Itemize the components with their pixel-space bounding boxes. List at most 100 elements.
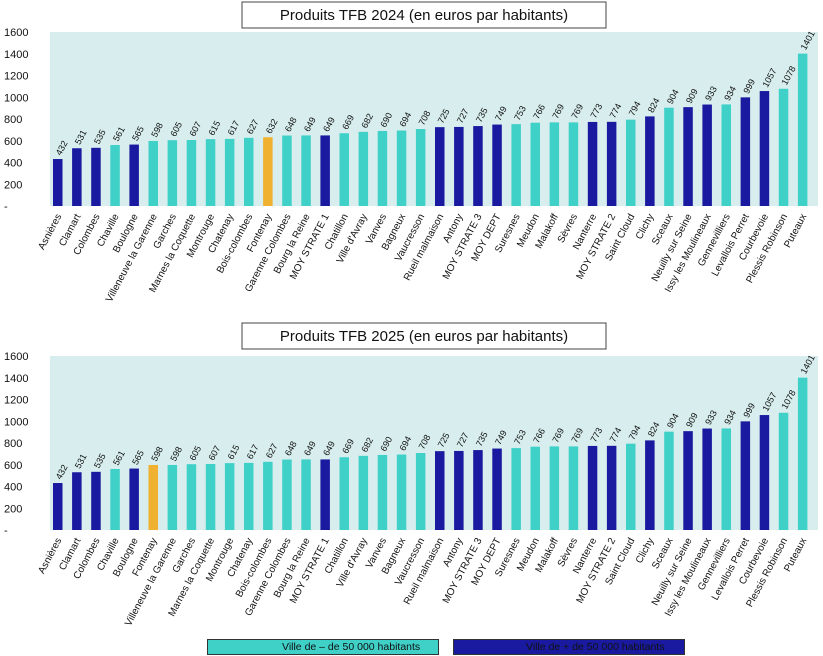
bar [626, 443, 636, 530]
bar [244, 137, 254, 206]
bar [568, 446, 579, 530]
bar [435, 127, 445, 206]
bar [91, 147, 101, 206]
legend-small-label: Ville de – de 50 000 habitants [282, 641, 421, 653]
bar [778, 412, 789, 530]
legend-large-city: Ville de + de 50 000 habitants [453, 638, 685, 656]
y-tick-label: 1600 [4, 351, 28, 363]
bar [549, 446, 560, 530]
bar [492, 124, 502, 206]
bar [320, 135, 330, 206]
bar [396, 454, 407, 530]
bar [53, 483, 63, 530]
y-tick-label: 600 [4, 460, 22, 472]
bar [797, 377, 808, 530]
chart-title: Produits TFB 2025 (en euros par habitant… [280, 328, 568, 345]
bar [740, 421, 751, 530]
bar [186, 139, 197, 206]
bar [454, 126, 464, 206]
bar [129, 468, 139, 530]
y-tick-label: 400 [4, 482, 22, 494]
bar [91, 471, 101, 530]
bar [339, 457, 349, 530]
bar [320, 459, 330, 530]
bar [129, 144, 139, 206]
bar [721, 428, 731, 530]
bar [263, 461, 273, 530]
chart-title-box [241, 1, 607, 29]
bar [664, 107, 674, 206]
bar [530, 446, 540, 530]
bar [339, 133, 349, 206]
bar [702, 428, 712, 530]
y-tick-label: - [4, 525, 8, 537]
x-tick-label: Asnières [36, 536, 64, 576]
bar [797, 53, 808, 206]
bar [473, 126, 483, 206]
bar [110, 144, 120, 206]
bar [740, 97, 751, 206]
bar [549, 122, 560, 206]
bar [759, 91, 770, 206]
bar [205, 139, 216, 206]
y-tick-label: 1600 [4, 27, 28, 39]
chart-title-box [241, 322, 607, 350]
bar [301, 459, 311, 530]
bar [645, 116, 655, 206]
bar [568, 122, 579, 206]
bar [224, 463, 235, 530]
y-tick-label: 800 [4, 114, 22, 126]
x-tick-label: Asnières [36, 212, 64, 252]
bar [282, 459, 292, 530]
legend-small-swatch [207, 639, 439, 655]
bar [263, 137, 273, 206]
bar [587, 121, 598, 206]
bar [72, 472, 82, 530]
chart-title: Produits TFB 2024 (en euros par habitant… [280, 7, 568, 24]
bar [377, 454, 388, 530]
bar [415, 453, 426, 530]
bar [244, 462, 254, 530]
bar [224, 138, 235, 206]
bar [626, 119, 636, 206]
bar [759, 415, 770, 530]
bar [435, 451, 445, 530]
y-tick-label: 200 [4, 179, 22, 191]
bar [148, 140, 158, 206]
y-tick-label: 1200 [4, 395, 28, 407]
bar [530, 122, 540, 206]
y-tick-label: 1200 [4, 71, 28, 83]
bar [396, 130, 407, 206]
bar [683, 431, 693, 530]
legend-large-swatch [453, 639, 685, 655]
bar [702, 104, 712, 206]
bar [148, 464, 158, 530]
bar [358, 455, 369, 530]
bar [778, 88, 789, 206]
bar [53, 159, 63, 206]
y-tick-label: 400 [4, 158, 22, 170]
bar [167, 140, 178, 206]
bar [587, 445, 598, 530]
bar [358, 131, 369, 206]
y-tick-label: 200 [4, 503, 22, 515]
y-tick-label: 1400 [4, 49, 28, 61]
chart-panel-1: Produits TFB 2024 (en euros par habitant… [4, 1, 818, 304]
bar [301, 135, 311, 206]
y-tick-label: - [4, 201, 8, 213]
bar [606, 121, 617, 206]
bar [186, 464, 197, 530]
bar [110, 468, 120, 530]
y-tick-label: 800 [4, 438, 22, 450]
bar [492, 448, 502, 530]
bar [205, 463, 216, 530]
y-tick-label: 1000 [4, 92, 28, 104]
bar [377, 130, 388, 206]
chart-panel-2: Produits TFB 2025 (en euros par habitant… [4, 322, 818, 628]
bar [72, 148, 82, 206]
bar [473, 450, 483, 530]
chart-figure: Produits TFB 2024 (en euros par habitant… [4, 1, 818, 628]
legend-large-label: Ville de + de 50 000 habitants [526, 641, 665, 653]
legend-small-city: Ville de – de 50 000 habitants [207, 638, 439, 656]
bar [511, 124, 521, 206]
